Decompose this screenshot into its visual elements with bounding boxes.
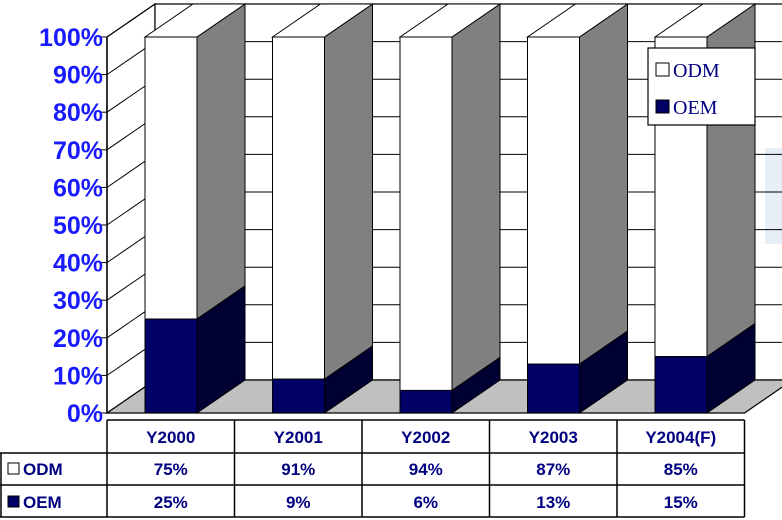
table-cell-odm: 75% xyxy=(154,460,188,479)
bar-group xyxy=(270,3,375,414)
row-label-odm: ODM xyxy=(23,460,63,479)
back-wall-shade xyxy=(765,148,782,244)
row-label-oem: OEM xyxy=(23,493,62,512)
legend-swatch-odm xyxy=(655,62,670,77)
bar-oem xyxy=(654,356,708,414)
table-cell-oem: 6% xyxy=(413,493,438,512)
table-cell-oem: 9% xyxy=(286,493,311,512)
bar-oem xyxy=(272,378,325,414)
bar-group xyxy=(143,3,247,414)
bar-odm-side xyxy=(579,3,628,366)
table-cell-oem: 13% xyxy=(536,493,570,512)
table-cell-odm: 94% xyxy=(409,460,443,479)
bar-odm-side xyxy=(324,3,373,381)
legend-label-odm: ODM xyxy=(673,60,720,82)
row-swatch-oem xyxy=(7,495,20,508)
y-tick-label: 70% xyxy=(53,137,103,165)
bar-oem xyxy=(527,363,580,414)
y-axis: 0% 10% 20% 30% 40% 50% 60% 70% 80% 90% 100% xyxy=(39,24,108,428)
category-label: Y2001 xyxy=(274,428,323,447)
table-cell-odm: 87% xyxy=(536,460,570,479)
bar-oem xyxy=(399,389,453,414)
y-tick-label: 40% xyxy=(53,250,103,278)
bar-odm-side xyxy=(451,3,501,392)
bar-odm xyxy=(272,36,325,380)
legend: ODM OEM xyxy=(647,47,756,126)
bar-oem xyxy=(144,318,198,414)
y-tick-label: 0% xyxy=(67,400,103,428)
table-cell-oem: 25% xyxy=(154,493,188,512)
legend-swatch-oem xyxy=(655,99,670,114)
category-label: Y2003 xyxy=(529,428,578,447)
table-cell-oem: 15% xyxy=(664,493,698,512)
bar-odm xyxy=(527,36,580,365)
y-tick-label: 90% xyxy=(53,62,103,90)
y-tick-label: 100% xyxy=(39,24,103,52)
category-label: Y2004(F) xyxy=(645,428,716,447)
category-label: Y2000 xyxy=(146,428,195,447)
row-swatch-odm xyxy=(7,462,20,475)
data-table: Y2000 75% 25% Y2001 91% 9% Y2002 94% 6% Y2003 87% 1… xyxy=(0,419,746,518)
bar-group xyxy=(525,3,630,414)
y-tick-label: 80% xyxy=(53,99,103,127)
y-tick-label: 50% xyxy=(53,212,103,240)
y-tick-label: 20% xyxy=(53,325,103,353)
legend-label-oem: OEM xyxy=(673,97,718,119)
y-tick-label: 30% xyxy=(53,287,103,315)
y-tick-label: 60% xyxy=(53,174,103,202)
table-cell-odm: 85% xyxy=(664,460,698,479)
category-label: Y2002 xyxy=(401,428,450,447)
bar-group xyxy=(398,3,502,414)
bars xyxy=(143,3,757,414)
bar-odm xyxy=(144,36,198,320)
table-cell-odm: 91% xyxy=(281,460,315,479)
y-tick-label: 10% xyxy=(53,362,103,390)
bar-odm xyxy=(399,36,453,391)
bar-odm-side xyxy=(196,3,246,320)
